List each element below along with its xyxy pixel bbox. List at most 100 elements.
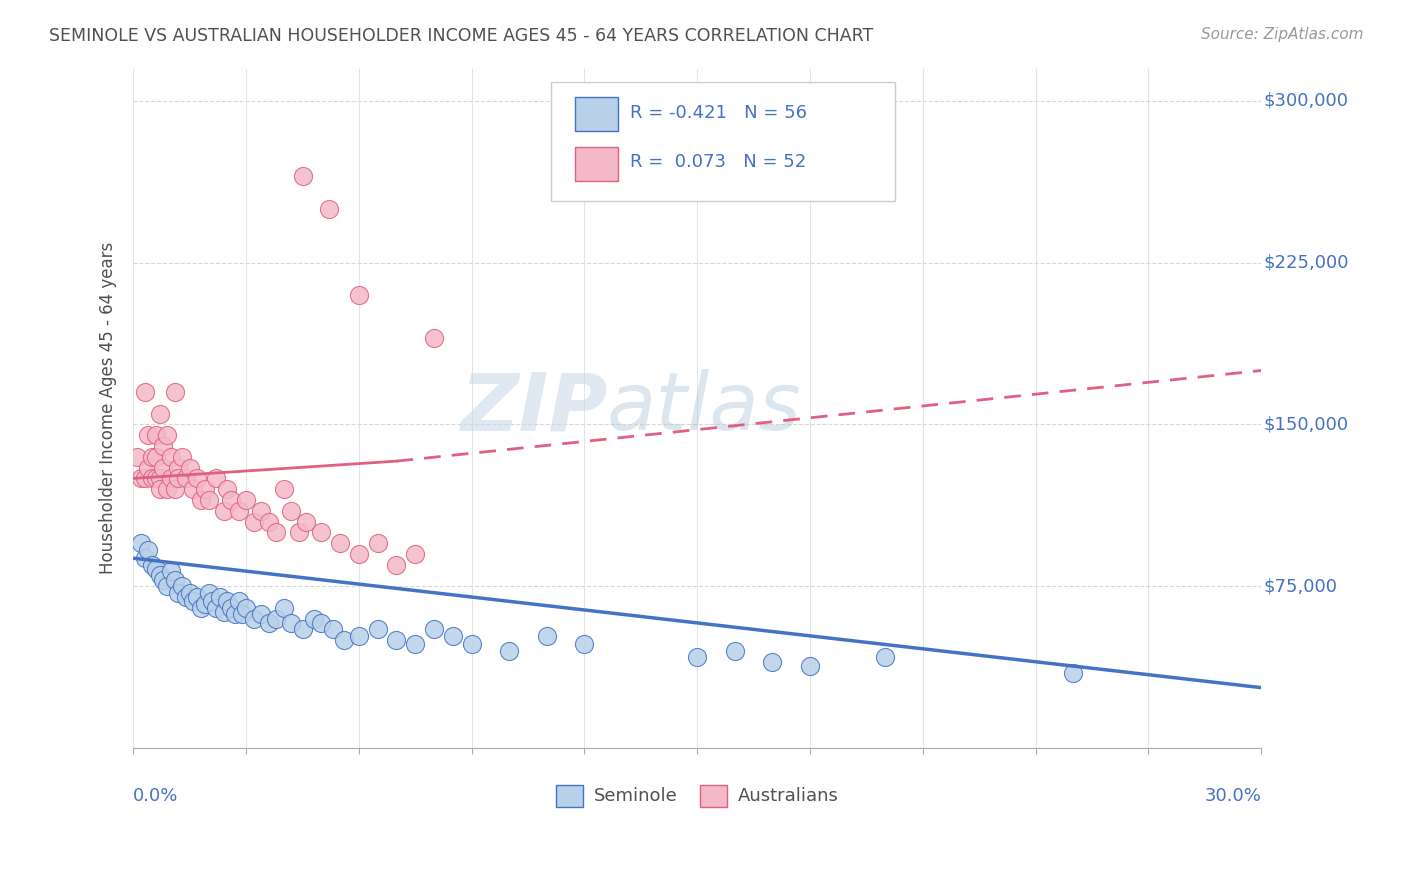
- Point: [217, 482, 239, 496]
- Point: [194, 597, 217, 611]
- Point: [264, 612, 287, 626]
- Point: [322, 623, 344, 637]
- Text: SEMINOLE VS AUSTRALIAN HOUSEHOLDER INCOME AGES 45 - 64 YEARS CORRELATION CHART: SEMINOLE VS AUSTRALIAN HOUSEHOLDER INCOM…: [49, 27, 873, 45]
- Point: [242, 515, 264, 529]
- Point: [250, 504, 273, 518]
- Text: R =  0.073   N = 52: R = 0.073 N = 52: [630, 153, 806, 171]
- Point: [224, 607, 246, 622]
- Point: [183, 594, 205, 608]
- Point: [134, 551, 156, 566]
- Point: [152, 573, 174, 587]
- Point: [295, 515, 318, 529]
- Point: [190, 492, 212, 507]
- Point: [291, 623, 314, 637]
- Point: [145, 450, 167, 464]
- Point: [152, 439, 174, 453]
- Point: [183, 482, 205, 496]
- Text: atlas: atlas: [607, 369, 801, 447]
- Point: [441, 629, 464, 643]
- Point: [257, 615, 280, 630]
- Point: [347, 547, 370, 561]
- Text: $75,000: $75,000: [1264, 577, 1337, 595]
- Point: [287, 525, 309, 540]
- Point: [197, 492, 219, 507]
- Y-axis label: Householder Income Ages 45 - 64 years: Householder Income Ages 45 - 64 years: [100, 242, 117, 574]
- Point: [160, 450, 183, 464]
- Point: [385, 633, 408, 648]
- Point: [217, 594, 239, 608]
- Point: [190, 600, 212, 615]
- Point: [141, 471, 163, 485]
- Point: [197, 585, 219, 599]
- Point: [160, 564, 183, 578]
- Point: [291, 169, 314, 184]
- Point: [460, 638, 482, 652]
- Point: [129, 471, 152, 485]
- Point: [799, 659, 821, 673]
- Point: [179, 460, 201, 475]
- Point: [145, 471, 167, 485]
- Point: [228, 504, 250, 518]
- Point: [257, 515, 280, 529]
- Point: [423, 623, 446, 637]
- Text: ZIP: ZIP: [460, 369, 607, 447]
- Point: [129, 536, 152, 550]
- Point: [149, 407, 172, 421]
- Point: [205, 600, 228, 615]
- Point: [333, 633, 356, 648]
- Point: [167, 585, 190, 599]
- Point: [264, 525, 287, 540]
- Point: [367, 536, 389, 550]
- FancyBboxPatch shape: [575, 97, 619, 131]
- Point: [423, 331, 446, 345]
- Point: [172, 450, 194, 464]
- FancyBboxPatch shape: [551, 82, 894, 201]
- Point: [141, 558, 163, 572]
- Point: [134, 385, 156, 400]
- Point: [574, 638, 596, 652]
- Point: [172, 579, 194, 593]
- Point: [179, 585, 201, 599]
- Text: Source: ZipAtlas.com: Source: ZipAtlas.com: [1201, 27, 1364, 42]
- Point: [208, 590, 231, 604]
- Point: [149, 471, 172, 485]
- Point: [498, 644, 520, 658]
- Point: [201, 594, 224, 608]
- Point: [145, 562, 167, 576]
- Point: [212, 605, 235, 619]
- Point: [138, 460, 160, 475]
- Point: [127, 450, 149, 464]
- Point: [156, 579, 179, 593]
- Point: [160, 471, 183, 485]
- Point: [385, 558, 408, 572]
- Point: [156, 482, 179, 496]
- Point: [686, 650, 709, 665]
- Point: [875, 650, 897, 665]
- Text: R = -0.421   N = 56: R = -0.421 N = 56: [630, 103, 807, 121]
- Point: [163, 385, 186, 400]
- Point: [149, 482, 172, 496]
- Point: [724, 644, 747, 658]
- Point: [152, 460, 174, 475]
- Point: [536, 629, 558, 643]
- Point: [167, 460, 190, 475]
- Point: [138, 428, 160, 442]
- Point: [163, 482, 186, 496]
- Point: [367, 623, 389, 637]
- Point: [761, 655, 783, 669]
- Point: [347, 288, 370, 302]
- Legend: Seminole, Australians: Seminole, Australians: [548, 777, 845, 814]
- Point: [228, 594, 250, 608]
- Point: [311, 615, 333, 630]
- Point: [404, 638, 426, 652]
- Point: [156, 428, 179, 442]
- Point: [205, 471, 228, 485]
- Point: [219, 600, 242, 615]
- Point: [231, 607, 253, 622]
- Point: [250, 607, 273, 622]
- Point: [280, 504, 302, 518]
- Text: $150,000: $150,000: [1264, 416, 1348, 434]
- Point: [186, 590, 208, 604]
- Point: [163, 573, 186, 587]
- Point: [174, 471, 197, 485]
